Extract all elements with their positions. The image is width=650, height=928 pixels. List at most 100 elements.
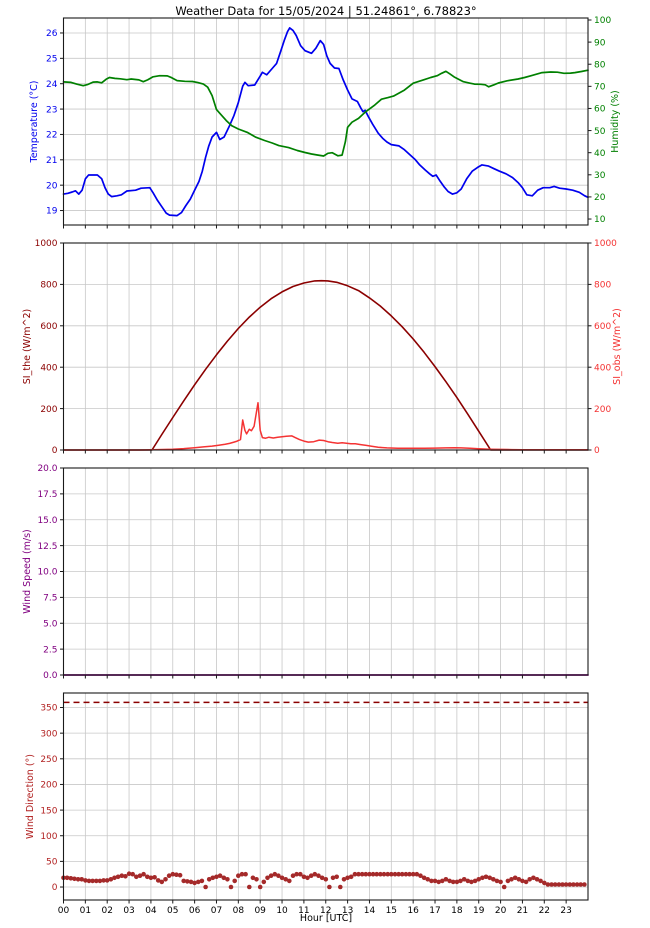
y-tick-label: 1000	[35, 239, 58, 249]
y-tick-label: 15.0	[37, 516, 57, 526]
wind-direction-point	[123, 874, 128, 879]
wind-direction-point	[436, 879, 442, 885]
wind-direction-point	[392, 871, 398, 877]
y-tick-label: 20.0	[37, 464, 57, 474]
x-tick-label: 09	[254, 906, 266, 916]
wind-direction-point	[134, 874, 139, 880]
y-tick-label: 12.5	[37, 542, 57, 552]
wind-direction-point	[531, 875, 536, 881]
wind-direction-point	[348, 874, 354, 880]
wind-direction-point	[112, 875, 117, 881]
wind-direction-point	[119, 873, 125, 878]
wind-direction-point	[418, 873, 423, 878]
wind-direction-point	[247, 884, 252, 890]
wind-direction-point	[509, 877, 514, 882]
y-tick-label: 100	[594, 16, 611, 26]
wind-direction-point	[137, 873, 143, 878]
wind-direction-point	[308, 873, 314, 878]
wind-direction-point	[440, 878, 445, 884]
wind-direction-point	[483, 874, 489, 880]
y-tick-label: 40	[594, 149, 606, 159]
wind-direction-point	[145, 874, 150, 880]
wind-direction-point	[582, 882, 587, 887]
wind-direction-point	[72, 876, 77, 882]
wind-direction-point	[108, 877, 114, 882]
wind-direction-point	[389, 871, 394, 877]
y-tick-label: 60	[594, 105, 606, 115]
wind-direction-point	[268, 873, 274, 878]
wind-direction-point	[257, 884, 263, 890]
wind-direction-point	[170, 871, 176, 877]
wind-direction-point	[177, 872, 183, 878]
wind-direction-point	[316, 873, 321, 878]
wind-direction-point	[345, 875, 350, 881]
wind-direction-point	[86, 878, 92, 884]
wind-direction-point	[352, 871, 358, 877]
wind-direction-point	[221, 875, 227, 881]
x-tick-label: 06	[189, 906, 201, 916]
wind-direction-point	[505, 878, 511, 884]
wind-direction-point	[560, 882, 565, 887]
x-tick-label: 20	[495, 906, 507, 916]
y-tick-label: 400	[594, 363, 611, 373]
x-tick-label: 11	[298, 906, 309, 916]
wind-direction-point	[574, 882, 580, 887]
wind-direction-point	[283, 877, 289, 882]
wind-direction-point	[385, 871, 391, 877]
wind-direction-point	[501, 884, 507, 890]
wind-direction-point	[217, 873, 223, 878]
wind-direction-point	[356, 871, 361, 877]
wind-direction-point	[472, 878, 478, 884]
x-tick-label: 01	[80, 906, 91, 916]
humidity-line	[62, 69, 589, 157]
wind-direction-point	[432, 878, 438, 884]
y-tick-label: 90	[594, 38, 606, 48]
x-tick-label: 03	[123, 906, 134, 916]
wind-direction-point	[239, 871, 245, 877]
wind-direction-point	[276, 873, 281, 878]
wind-direction-point	[75, 877, 81, 882]
x-tick-label: 22	[539, 906, 550, 916]
wind-direction-axis-label: Wind Direction (°)	[25, 754, 36, 839]
y-tick-label: 200	[40, 405, 57, 415]
wind-direction-point	[243, 871, 248, 877]
y-tick-label: 25	[46, 55, 57, 65]
wind-direction-point	[480, 875, 485, 881]
wind-direction-point	[454, 879, 460, 885]
y-tick-label: 30	[594, 171, 606, 181]
y-tick-label: 0	[52, 883, 58, 893]
wind-direction-point	[549, 882, 554, 887]
wind-direction-point	[556, 882, 562, 887]
wind-direction-point	[104, 878, 110, 883]
y-tick-label: 200	[40, 781, 57, 791]
wind-direction-point	[443, 877, 449, 882]
x-tick-label: 14	[364, 906, 376, 916]
wind-direction-point	[141, 871, 146, 877]
y-tick-label: 800	[594, 281, 611, 291]
y-tick-label: 800	[40, 281, 57, 291]
wind-direction-point	[334, 874, 340, 880]
wind-direction-point	[374, 871, 380, 877]
y-tick-label: 50	[594, 127, 606, 137]
wind-direction-point	[476, 877, 482, 882]
wind-direction-point	[83, 878, 88, 883]
figure-title: Weather Data for 15/05/2024 | 51.24861°,…	[175, 4, 476, 18]
wind-direction-point	[232, 878, 237, 884]
wind-direction-point	[254, 877, 259, 882]
wind-direction-point	[181, 878, 186, 884]
x-tick-label: 15	[386, 906, 397, 916]
wind-direction-point	[429, 878, 434, 884]
wind-direction-point	[491, 877, 496, 882]
wind-direction-point	[469, 879, 474, 885]
x-tick-label: 08	[233, 906, 245, 916]
wind-direction-point	[188, 879, 194, 885]
y-tick-label: 50	[46, 858, 58, 868]
wind-direction-point	[279, 875, 285, 881]
x-tick-label: 23	[560, 906, 571, 916]
wind-direction-point	[461, 877, 467, 882]
x-tick-label: 17	[429, 906, 440, 916]
wind-direction-point	[203, 884, 208, 890]
x-axis-label: Hour [UTC]	[300, 913, 352, 924]
wind-direction-point	[312, 871, 318, 877]
wind-direction-point	[94, 878, 99, 884]
